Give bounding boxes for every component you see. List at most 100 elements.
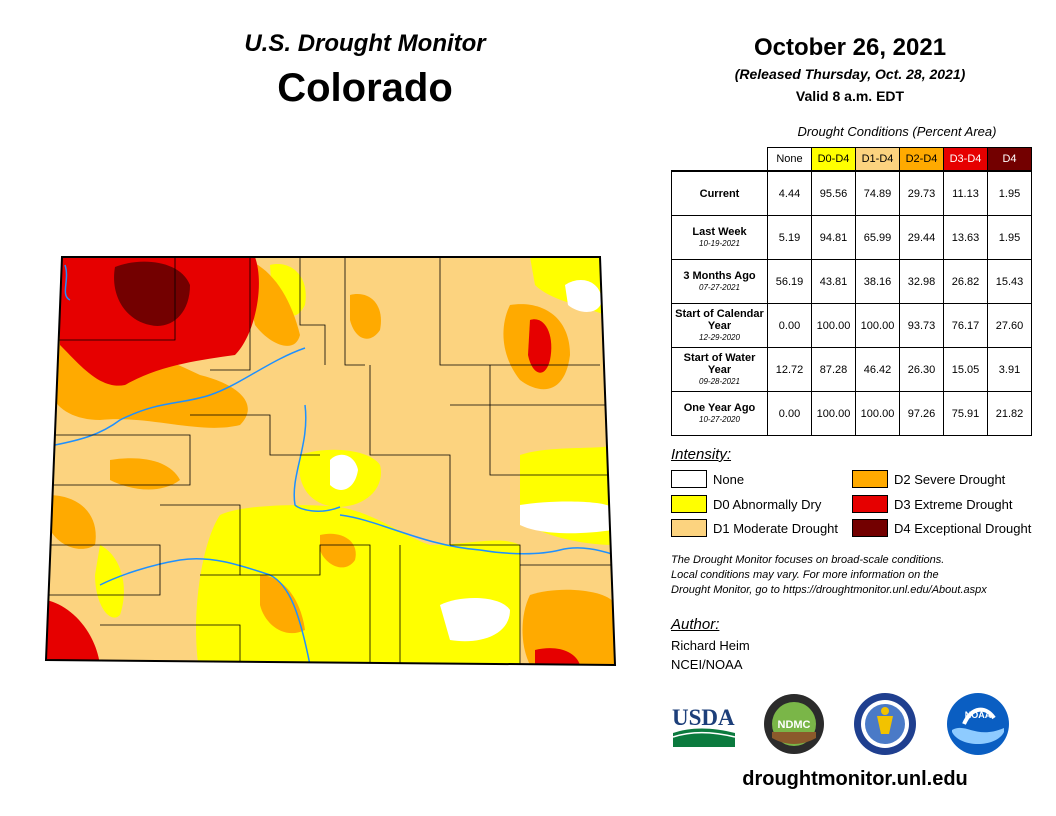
- legend-swatch: [852, 470, 888, 488]
- doc-seal-logo: [854, 693, 916, 755]
- river-arkansas: [339, 514, 615, 556]
- table-cell: 87.28: [811, 347, 856, 392]
- row-label: Start of Water Year 09-28-2021: [671, 347, 768, 392]
- table-cell: 100.00: [811, 303, 856, 348]
- table-cell: 65.99: [855, 215, 900, 260]
- none-area-south: [440, 598, 510, 642]
- county-line: [489, 365, 615, 476]
- table-row: Last Week 10-19-2021 5.19 94.81 65.99 29.…: [671, 215, 1032, 260]
- noaa-logo: NOAA: [947, 693, 1009, 755]
- d2-area-south-central: [320, 533, 356, 568]
- table-row: One Year Ago 10-27-2020 0.00 100.00 100.0…: [671, 391, 1032, 436]
- row-label: Current: [671, 170, 768, 216]
- map-title: U.S. Drought Monitor: [244, 30, 486, 57]
- conditions-caption: Drought Conditions (Percent Area): [797, 124, 997, 139]
- noaa-logo-bird: [962, 707, 996, 725]
- row-date: 12-29-2020: [699, 332, 740, 342]
- d3-area-east: [528, 319, 552, 373]
- table-row: Start of Water Year 09-28-2021 12.72 87.2…: [671, 347, 1032, 392]
- none-area-northeast: [565, 280, 602, 312]
- table-cell: 75.91: [943, 391, 988, 436]
- table-cell: 3.91: [987, 347, 1032, 392]
- legend-swatch: [671, 470, 707, 488]
- table-cell: 15.05: [943, 347, 988, 392]
- legend-label: D1 Moderate Drought: [713, 520, 839, 536]
- table-cell: 100.00: [855, 303, 900, 348]
- table-row: 3 Months Ago 07-27-2021 56.19 43.81 38.16…: [671, 259, 1032, 304]
- county-line: [240, 544, 371, 665]
- state-border: [44, 256, 617, 667]
- d3-area-southwest: [46, 600, 100, 665]
- table-cell: 29.73: [899, 170, 944, 216]
- legend-label: D4 Exceptional Drought: [894, 520, 1032, 536]
- row-label: One Year Ago 10-27-2020: [671, 391, 768, 436]
- author-heading: Author:: [671, 616, 720, 633]
- legend-swatch: [671, 519, 707, 537]
- website-url[interactable]: droughtmonitor.unl.edu: [742, 768, 968, 790]
- column-header: None: [767, 147, 812, 172]
- table-cell: 15.43: [987, 259, 1032, 304]
- valid-time: Valid 8 a.m. EDT: [795, 88, 905, 104]
- legend-label: None: [713, 471, 745, 487]
- doc-seal-eagle: [881, 707, 889, 715]
- table-cell: 13.63: [943, 215, 988, 260]
- county-line: [160, 504, 241, 576]
- release-date: (Released Thursday, Oct. 28, 2021): [734, 66, 966, 82]
- conditions-table: None D0-D4 D1-D4 D2-D4 D3-D4 D4 Current …: [671, 147, 1032, 436]
- intensity-heading: Intensity:: [671, 446, 732, 463]
- county-line: [299, 257, 326, 365]
- legend-swatch: [671, 495, 707, 513]
- county-line: [48, 434, 191, 486]
- conditions-header-row: None D0-D4 D1-D4 D2-D4 D3-D4 D4: [672, 147, 1032, 172]
- table-cell: 21.82: [987, 391, 1032, 436]
- table-cell: 94.81: [811, 215, 856, 260]
- author-org: NCEI/NOAA: [671, 657, 743, 672]
- table-cell: 4.44: [767, 170, 812, 216]
- doc-seal-shield: [877, 716, 893, 734]
- none-area-central: [330, 454, 358, 490]
- table-cell: 5.19: [767, 215, 812, 260]
- table-cell: 43.81: [811, 259, 856, 304]
- row-date: 09-28-2021: [699, 376, 740, 386]
- legend-swatch: [852, 519, 888, 537]
- legend-item-d2: D2 Severe Drought: [852, 470, 1005, 488]
- table-cell: 74.89: [855, 170, 900, 216]
- drought-areas: [46, 257, 615, 665]
- d4-area-northwest: [114, 261, 190, 326]
- table-cell: 0.00: [767, 391, 812, 436]
- column-header: D0-D4: [811, 147, 856, 172]
- table-cell: 1.95: [987, 215, 1032, 260]
- d2-area-west: [48, 495, 96, 549]
- note-line: Local conditions may vary. For more info…: [671, 569, 939, 581]
- d0-area-south: [196, 505, 520, 665]
- table-cell: 26.30: [899, 347, 944, 392]
- table-cell: 76.17: [943, 303, 988, 348]
- row-date: 07-27-2021: [699, 282, 740, 292]
- d2-area-frontrange: [350, 294, 381, 339]
- map-date: October 26, 2021: [753, 34, 947, 61]
- table-cell: 11.13: [943, 170, 988, 216]
- note-line: Drought Monitor, go to https://droughtmo…: [671, 584, 987, 596]
- county-line: [439, 257, 600, 366]
- note-line: The Drought Monitor focuses on broad-sca…: [671, 554, 945, 566]
- note-text: The Drought Monitor focuses on broad-sca…: [671, 553, 1051, 598]
- table-cell: 95.56: [811, 170, 856, 216]
- table-cell: 0.00: [767, 303, 812, 348]
- legend-item-d0: D0 Abnormally Dry: [671, 495, 821, 513]
- noaa-logo-circle: [947, 693, 1009, 755]
- table-cell: 46.42: [855, 347, 900, 392]
- colorado-drought-map: [44, 256, 617, 667]
- d2-area-west-central: [110, 458, 180, 490]
- river-gunnison: [293, 404, 341, 512]
- table-cell: 1.95: [987, 170, 1032, 216]
- table-cell: 27.60: [987, 303, 1032, 348]
- d2-area-southeast: [522, 589, 615, 665]
- table-cell: 97.26: [899, 391, 944, 436]
- river-rio-grande: [99, 557, 311, 665]
- table-row: Start of Calendar Year 12-29-2020 0.00 10…: [671, 303, 1032, 348]
- state-name: Colorado: [277, 66, 453, 110]
- county-line: [210, 257, 251, 371]
- column-header: D2-D4: [899, 147, 944, 172]
- usda-logo-stripe: [672, 731, 736, 738]
- legend-item-d1: D1 Moderate Drought: [671, 519, 838, 537]
